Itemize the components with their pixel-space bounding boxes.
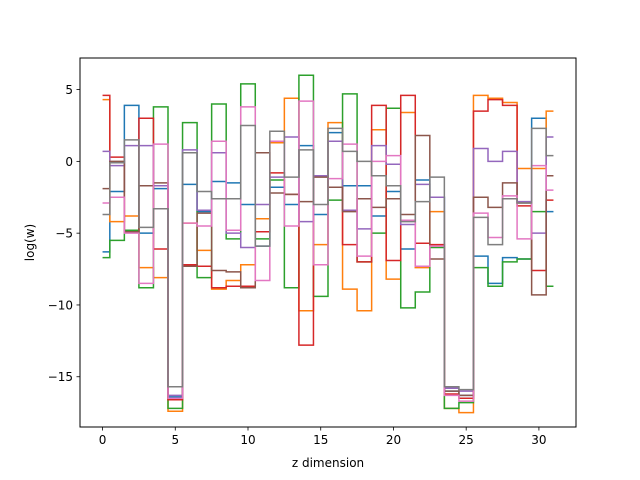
x-tick-label: 0 (99, 433, 107, 447)
x-tick-label: 25 (459, 433, 474, 447)
series-layer (102, 74, 554, 414)
x-axis-label: z dimension (292, 456, 364, 470)
x-tick-label: 5 (171, 433, 179, 447)
y-tick-label: −15 (48, 370, 73, 384)
x-axis: 0 5 10 15 20 25 30 (99, 427, 547, 447)
y-tick-label: 0 (65, 155, 73, 169)
series-line-7 (102, 100, 554, 402)
y-tick-label: −5 (55, 227, 73, 241)
y-tick-label: 5 (65, 83, 73, 97)
y-axis-label: log(w) (23, 224, 37, 261)
plot-frame (79, 57, 577, 428)
x-tick-label: 15 (313, 433, 328, 447)
x-tick-label: 10 (240, 433, 255, 447)
y-tick-label: −10 (48, 298, 73, 312)
y-axis: −15 −10 −5 0 5 (48, 83, 80, 384)
x-tick-label: 20 (386, 433, 401, 447)
x-tick-label: 30 (531, 433, 546, 447)
series-line-8 (102, 124, 554, 391)
